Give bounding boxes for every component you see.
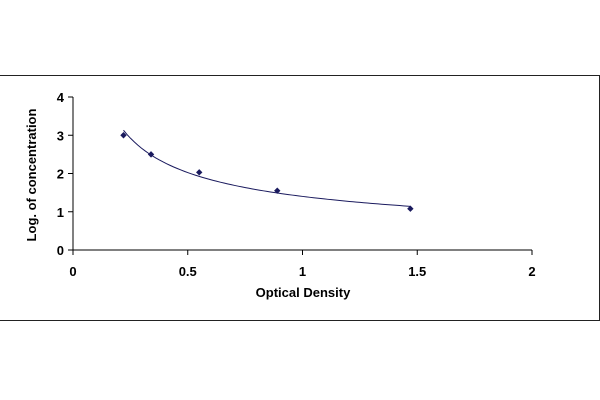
data-point [147,151,155,158]
x-tick-label: 0.5 [179,264,197,279]
data-point [120,132,127,139]
x-tick-label: 1.5 [408,264,426,279]
y-tick-label: 4 [57,90,65,105]
x-axis-title: Optical Density [256,285,351,300]
y-tick-label: 2 [57,167,64,182]
y-tick-label: 3 [57,128,64,143]
x-tick-label: 0 [69,264,76,279]
data-points [120,132,414,212]
data-point [274,187,281,194]
x-tick-label: 1 [299,264,306,279]
ticks: 0 1 2 3 4 0 0.5 1 1.5 2 [57,90,536,279]
data-point [407,205,414,212]
y-axis-title: Log. of concentration [24,109,39,242]
y-tick-label: 0 [57,243,64,258]
y-tick-label: 1 [57,205,64,220]
data-point [196,169,203,176]
x-tick-label: 2 [528,264,535,279]
trend-line [123,129,411,207]
axes [72,97,532,251]
